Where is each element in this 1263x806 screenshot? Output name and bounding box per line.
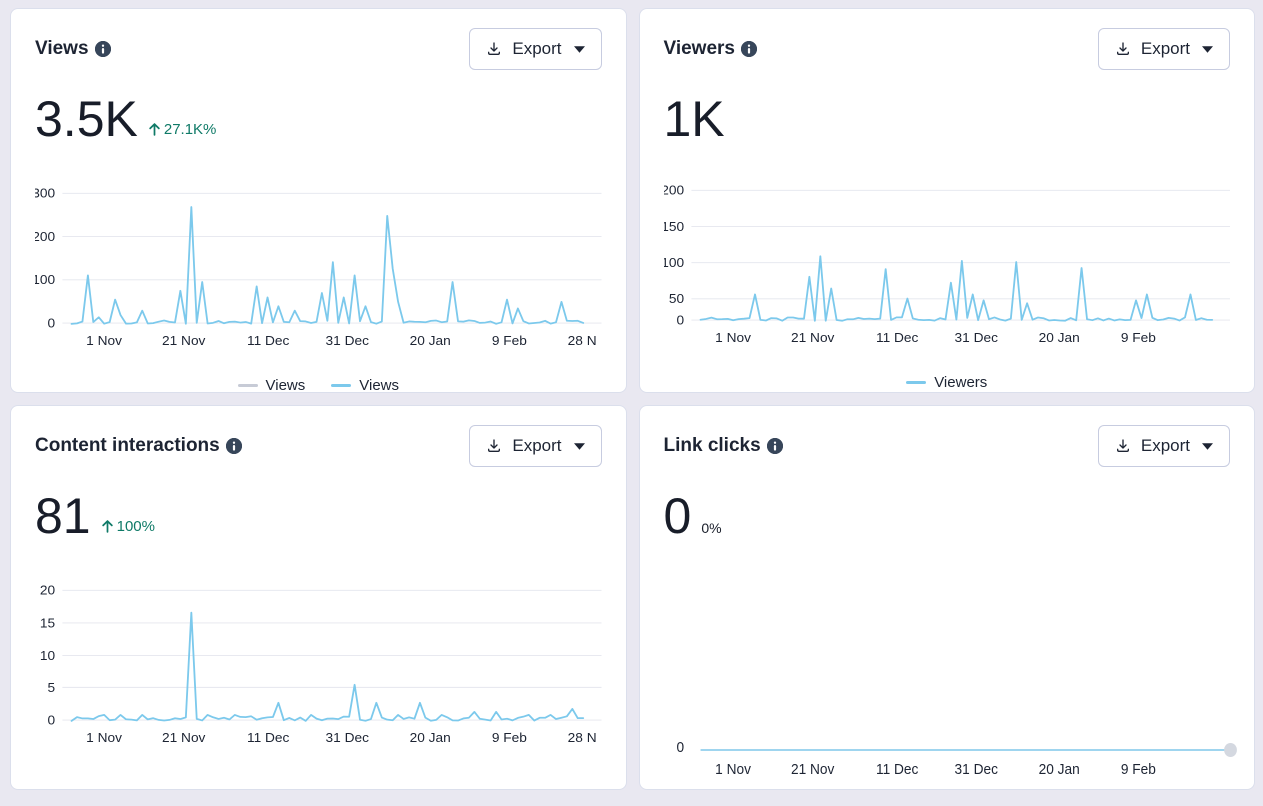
svg-text:20 Jan: 20 Jan <box>1038 761 1079 778</box>
svg-text:20 Jan: 20 Jan <box>410 333 451 348</box>
svg-text:31 Dec: 31 Dec <box>326 333 370 348</box>
svg-text:11 Dec: 11 Dec <box>875 761 917 778</box>
svg-text:21 Nov: 21 Nov <box>791 761 835 778</box>
svg-text:20 Jan: 20 Jan <box>1038 330 1079 345</box>
svg-text:11 Dec: 11 Dec <box>247 333 290 348</box>
svg-text:9 Feb: 9 Feb <box>1120 330 1155 345</box>
svg-text:9 Feb: 9 Feb <box>492 730 527 745</box>
svg-text:150: 150 <box>664 219 684 234</box>
svg-text:1 Nov: 1 Nov <box>86 730 122 745</box>
svg-text:31 Dec: 31 Dec <box>954 761 997 778</box>
svg-text:11 Dec: 11 Dec <box>247 730 290 745</box>
svg-text:31 Dec: 31 Dec <box>326 730 370 745</box>
svg-text:15: 15 <box>40 616 55 631</box>
svg-text:20: 20 <box>40 583 55 598</box>
svg-text:21 Nov: 21 Nov <box>162 333 206 348</box>
svg-text:11 Dec: 11 Dec <box>875 330 918 345</box>
svg-text:21 Nov: 21 Nov <box>162 730 206 745</box>
svg-text:31 Dec: 31 Dec <box>954 330 998 345</box>
svg-text:1 Nov: 1 Nov <box>86 333 122 348</box>
svg-text:10: 10 <box>40 648 55 663</box>
svg-text:1 Nov: 1 Nov <box>715 330 751 345</box>
svg-text:1 Nov: 1 Nov <box>715 761 752 778</box>
svg-text:0: 0 <box>47 713 55 728</box>
svg-text:0: 0 <box>47 316 55 331</box>
svg-text:20 Jan: 20 Jan <box>410 730 451 745</box>
svg-text:0: 0 <box>676 313 684 328</box>
svg-text:50: 50 <box>668 291 683 306</box>
svg-text:300: 300 <box>35 186 55 201</box>
svg-text:0: 0 <box>676 739 684 756</box>
svg-text:100: 100 <box>664 255 684 270</box>
svg-text:9 Feb: 9 Feb <box>492 333 527 348</box>
svg-text:5: 5 <box>47 680 55 695</box>
svg-text:21 Nov: 21 Nov <box>791 330 835 345</box>
svg-text:28 N: 28 N <box>568 333 597 348</box>
svg-text:100: 100 <box>35 272 55 287</box>
svg-text:28 N: 28 N <box>568 730 597 745</box>
svg-text:200: 200 <box>35 229 55 244</box>
svg-text:9 Feb: 9 Feb <box>1120 761 1155 778</box>
svg-text:200: 200 <box>664 183 684 198</box>
